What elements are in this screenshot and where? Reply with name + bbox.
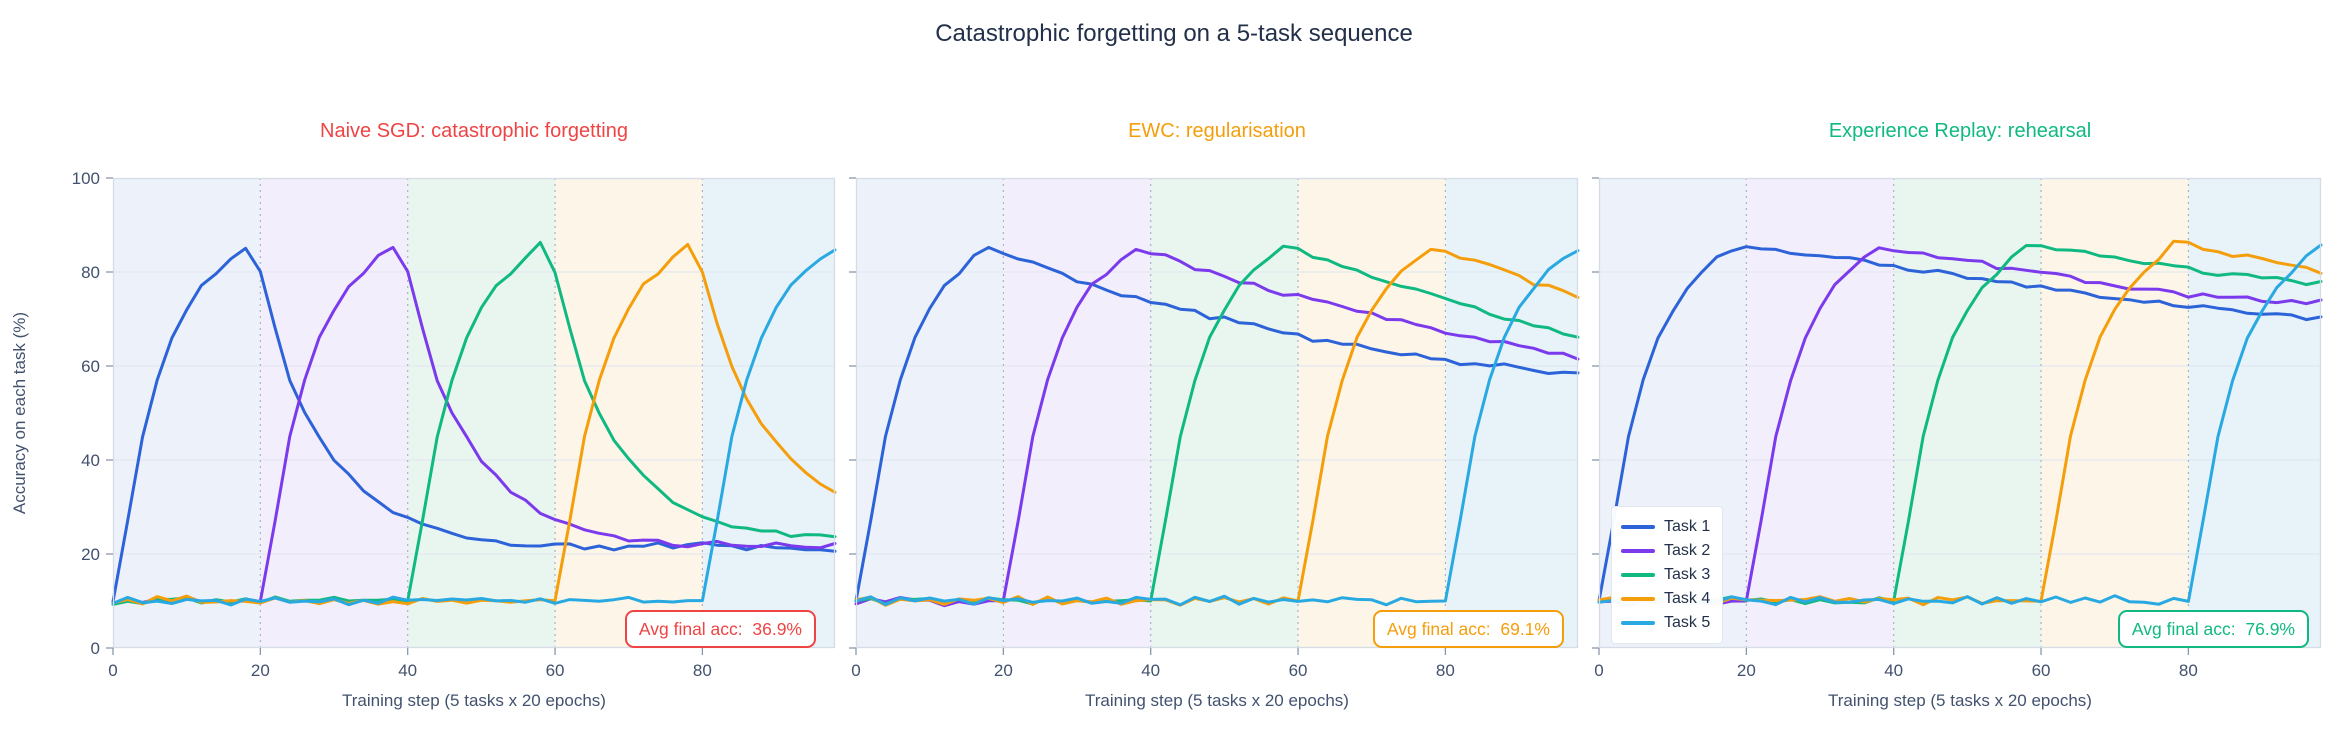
x-tick-label: 0 bbox=[1594, 661, 1603, 680]
x-tick-label: 0 bbox=[108, 661, 117, 680]
x-tick-label: 60 bbox=[2032, 661, 2051, 680]
series-line-task-4 bbox=[111, 243, 837, 606]
legend-label: Task 1 bbox=[1664, 518, 1711, 535]
x-tick-label: 40 bbox=[1884, 661, 1903, 680]
task-period-bands bbox=[856, 178, 1578, 648]
plot-area-naive-sgd: 0 20 40 60 80 0 20 40 60 80 100 bbox=[72, 169, 837, 680]
task-separators bbox=[259, 178, 703, 648]
plot-border bbox=[855, 177, 1579, 649]
x-axis-label-2: Training step (5 tasks x 20 epochs) bbox=[1085, 691, 1349, 710]
legend-line-swatch bbox=[1621, 573, 1655, 577]
legend-item-task-1: Task 1 bbox=[1621, 515, 1710, 539]
x-tick-label: 80 bbox=[693, 661, 712, 680]
y-tick-label: 100 bbox=[72, 169, 100, 188]
task-separators bbox=[1002, 178, 1446, 648]
x-tick-label: 20 bbox=[251, 661, 270, 680]
legend-label: Task 4 bbox=[1664, 590, 1711, 607]
series-line-task-1 bbox=[111, 246, 837, 604]
series-line-task-1 bbox=[1597, 245, 2323, 603]
legend-item-task-4: Task 4 bbox=[1621, 587, 1710, 611]
figure-title: Catastrophic forgetting on a 5-task sequ… bbox=[935, 20, 1413, 47]
x-tick-label: 80 bbox=[1436, 661, 1455, 680]
legend-item-task-2: Task 2 bbox=[1621, 539, 1710, 563]
x-tick-label: 40 bbox=[398, 661, 417, 680]
y-tick-label: 80 bbox=[81, 263, 100, 282]
avg-final-acc-annotation-ewc: Avg final acc: 69.1% bbox=[1372, 610, 1564, 648]
legend-label: Task 2 bbox=[1664, 542, 1711, 559]
avg-final-acc-annotation-replay: Avg final acc: 76.9% bbox=[2117, 610, 2309, 648]
y-axis-label: Accuracy on each task (%) bbox=[10, 311, 29, 515]
series-line-task-5 bbox=[111, 248, 837, 607]
subplot-title-ewc: EWC: regularisation bbox=[1128, 120, 1306, 142]
x-axis-label-3: Training step (5 tasks x 20 epochs) bbox=[1828, 691, 2092, 710]
x-axis-label-1: Training step (5 tasks x 20 epochs) bbox=[342, 691, 606, 710]
legend-line-swatch bbox=[1621, 525, 1655, 529]
task-period-bands bbox=[113, 178, 835, 648]
axis-ticks: 0 20 40 60 80 bbox=[849, 177, 1455, 680]
gridlines bbox=[113, 271, 835, 555]
legend-line-swatch bbox=[1621, 621, 1655, 625]
y-tick-label: 20 bbox=[81, 545, 100, 564]
x-tick-label: 60 bbox=[546, 661, 565, 680]
task-separators bbox=[1745, 178, 2189, 648]
x-tick-label: 80 bbox=[2179, 661, 2198, 680]
x-tick-label: 60 bbox=[1289, 661, 1308, 680]
subplot-title-replay: Experience Replay: rehearsal bbox=[1828, 120, 2092, 142]
avg-final-acc-annotation-naive-sgd: Avg final acc: 36.9% bbox=[624, 610, 816, 648]
legend-label: Task 3 bbox=[1664, 566, 1711, 583]
y-tick-label: 40 bbox=[81, 451, 100, 470]
axis-ticks: 0 20 40 60 80 bbox=[1592, 177, 2198, 680]
subplot-title-naive-sgd: Naive SGD: catastrophic forgetting bbox=[320, 120, 628, 142]
series-line-task-1 bbox=[854, 245, 1580, 603]
x-tick-label: 0 bbox=[851, 661, 860, 680]
series-line-task-5 bbox=[854, 249, 1580, 607]
x-tick-label: 20 bbox=[1737, 661, 1756, 680]
legend-line-swatch bbox=[1621, 549, 1655, 553]
legend: Task 1 Task 2 Task 3 Task 4 Task 5 bbox=[1611, 506, 1724, 644]
axis-ticks: 0 20 40 60 80 0 20 40 60 80 100 bbox=[72, 169, 712, 680]
legend-item-task-3: Task 3 bbox=[1621, 563, 1710, 587]
plot-area-ewc: 0 20 40 60 80 bbox=[849, 177, 1580, 680]
plot-border bbox=[112, 177, 836, 649]
legend-label: Task 5 bbox=[1664, 614, 1711, 631]
x-tick-label: 40 bbox=[1141, 661, 1160, 680]
legend-line-swatch bbox=[1621, 597, 1655, 601]
legend-item-task-5: Task 5 bbox=[1621, 611, 1710, 635]
y-tick-label: 0 bbox=[91, 639, 100, 658]
plot-border bbox=[1598, 177, 2322, 649]
y-tick-label: 60 bbox=[81, 357, 100, 376]
x-tick-label: 20 bbox=[994, 661, 1013, 680]
